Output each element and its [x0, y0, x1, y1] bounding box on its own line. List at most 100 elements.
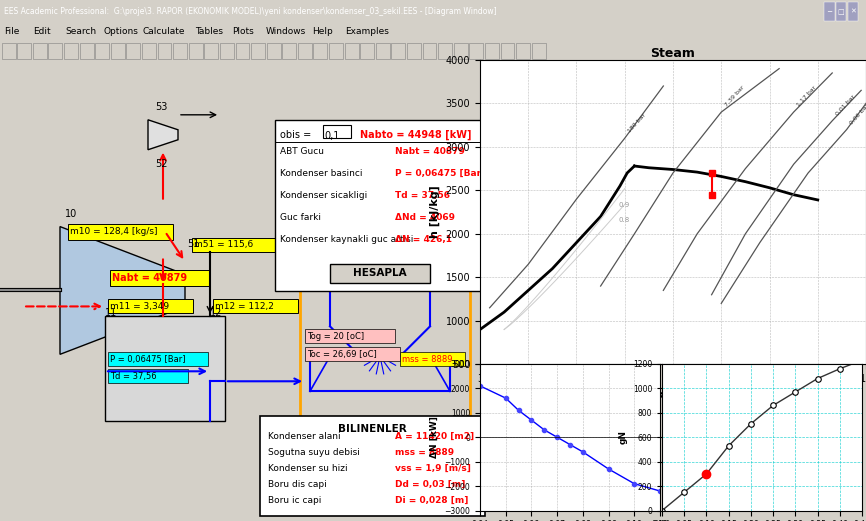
Bar — [275, 120, 488, 291]
Text: 0,06 bar: 0,06 bar — [849, 103, 866, 125]
Bar — [438, 43, 452, 59]
Text: Dd = 0,03 [m]: Dd = 0,03 [m] — [395, 479, 465, 489]
Bar — [423, 43, 436, 59]
Text: □: □ — [837, 9, 844, 15]
Text: Search: Search — [65, 27, 96, 36]
Text: ─: ─ — [828, 9, 831, 15]
Text: 52: 52 — [155, 159, 167, 169]
Text: A = 11420 [m2]: A = 11420 [m2] — [395, 432, 474, 441]
Text: m12 = 112,2: m12 = 112,2 — [215, 302, 274, 311]
Bar — [305, 348, 400, 362]
Bar — [108, 300, 193, 314]
Title: Steam: Steam — [650, 47, 695, 60]
Text: 51: 51 — [187, 239, 199, 249]
Bar — [360, 43, 374, 59]
Text: Windows: Windows — [266, 27, 306, 36]
Text: 53: 53 — [155, 102, 167, 112]
Text: 0,01 bar: 0,01 bar — [835, 94, 856, 117]
Y-axis label: ΔN [kW]: ΔN [kW] — [430, 416, 439, 458]
Polygon shape — [60, 227, 185, 354]
Text: Edit: Edit — [33, 27, 50, 36]
Text: P = 0,06475 [Bar]: P = 0,06475 [Bar] — [395, 169, 485, 178]
Text: 1,17 bar: 1,17 bar — [796, 85, 818, 108]
Text: ✕: ✕ — [850, 9, 856, 15]
Text: mss = 8889: mss = 8889 — [395, 448, 454, 456]
Text: Guc farki: Guc farki — [280, 213, 321, 222]
Bar — [189, 43, 203, 59]
Bar — [213, 300, 298, 314]
Text: ΔNd = 4069: ΔNd = 4069 — [395, 213, 455, 222]
Bar — [105, 316, 225, 421]
Bar — [485, 43, 499, 59]
Text: 0,1: 0,1 — [324, 131, 339, 141]
Bar — [400, 352, 465, 366]
Text: Examples: Examples — [345, 27, 389, 36]
Text: 12: 12 — [210, 308, 223, 318]
Text: 11: 11 — [105, 308, 117, 318]
Bar — [323, 125, 351, 138]
Bar — [516, 43, 530, 59]
Bar — [17, 43, 31, 59]
Bar — [251, 43, 265, 59]
Y-axis label: gN: gN — [618, 430, 627, 444]
Text: ABT Gucu: ABT Gucu — [280, 147, 324, 156]
Text: Nabto = 44948 [kW]: Nabto = 44948 [kW] — [360, 130, 471, 140]
Bar — [108, 352, 208, 366]
Text: Tables: Tables — [195, 27, 223, 36]
Bar — [836, 3, 846, 21]
Text: Calculate: Calculate — [143, 27, 185, 36]
Bar — [95, 43, 109, 59]
Bar — [236, 43, 249, 59]
Bar — [48, 43, 62, 59]
Text: 7,39 bar: 7,39 bar — [724, 85, 745, 108]
Text: Kondenser sicakligi: Kondenser sicakligi — [280, 191, 367, 200]
Bar — [192, 238, 282, 252]
Text: m11 = 3,349: m11 = 3,349 — [110, 302, 169, 311]
Text: HESAPLA: HESAPLA — [353, 268, 407, 279]
Text: Kondenser alani: Kondenser alani — [268, 432, 340, 441]
Text: File: File — [4, 27, 20, 36]
Text: Td = 37,56: Td = 37,56 — [110, 372, 157, 381]
Bar — [158, 43, 171, 59]
Bar — [329, 43, 343, 59]
Text: Boru dis capi: Boru dis capi — [268, 479, 326, 489]
Text: Boru ic capi: Boru ic capi — [268, 495, 321, 504]
Bar — [305, 329, 395, 343]
Text: Kondenser kaynakli guc artisi: Kondenser kaynakli guc artisi — [280, 235, 413, 244]
Bar — [469, 43, 483, 59]
Bar — [267, 43, 281, 59]
Text: 0.8: 0.8 — [618, 217, 630, 223]
Text: EES Academic Professional:  G:\proje\3. RAPOR (EKONOMIK MODEL)\yeni kondenser\ko: EES Academic Professional: G:\proje\3. R… — [4, 7, 497, 16]
Bar — [376, 43, 390, 59]
Bar — [501, 43, 514, 59]
Text: Kondenser basinci: Kondenser basinci — [280, 169, 363, 178]
Bar — [407, 43, 421, 59]
Bar — [64, 43, 78, 59]
Bar — [298, 43, 312, 59]
X-axis label: s [kJ/kg-K]: s [kJ/kg-K] — [641, 390, 705, 400]
Bar — [454, 43, 468, 59]
Bar — [848, 3, 858, 21]
Text: Tog = 20 [oC]: Tog = 20 [oC] — [307, 332, 364, 341]
Text: 180 bar: 180 bar — [627, 113, 647, 134]
Bar — [2, 43, 16, 59]
Text: Sogutna suyu debisi: Sogutna suyu debisi — [268, 448, 360, 456]
Text: Td = 37,56: Td = 37,56 — [395, 191, 450, 200]
Y-axis label: h [kJ/kg]: h [kJ/kg] — [430, 186, 440, 239]
Text: Toc = 26,69 [oC]: Toc = 26,69 [oC] — [307, 350, 377, 359]
Text: Di = 0,028 [m]: Di = 0,028 [m] — [395, 495, 469, 504]
Text: Nabt = 40879: Nabt = 40879 — [112, 274, 187, 283]
Bar — [173, 43, 187, 59]
Text: Nabt = 40879: Nabt = 40879 — [395, 147, 465, 156]
Text: m10 = 128,4 [kg/s]: m10 = 128,4 [kg/s] — [70, 227, 158, 236]
Bar — [220, 43, 234, 59]
Bar — [345, 43, 359, 59]
Text: Plots: Plots — [232, 27, 254, 36]
Bar — [111, 43, 125, 59]
Text: ΔN = 426,1: ΔN = 426,1 — [395, 235, 452, 244]
Bar — [108, 369, 188, 383]
Bar — [391, 43, 405, 59]
Bar — [204, 43, 218, 59]
Bar — [33, 43, 47, 59]
Text: 10: 10 — [65, 208, 77, 219]
